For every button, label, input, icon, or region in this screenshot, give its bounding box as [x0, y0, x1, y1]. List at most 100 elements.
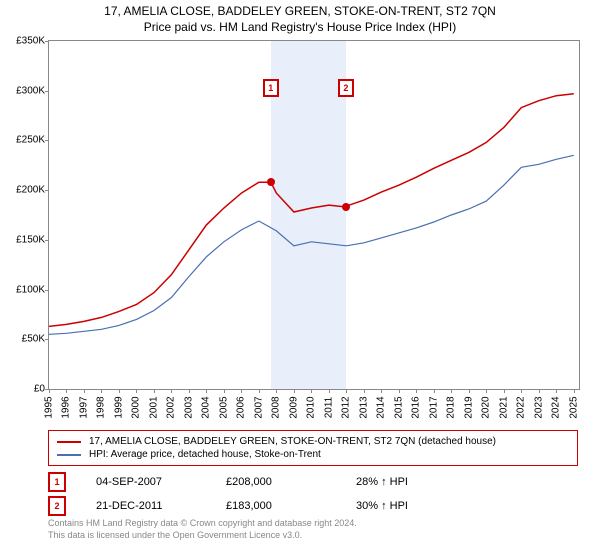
legend-row: HPI: Average price, detached house, Stok… — [57, 448, 569, 461]
x-axis-tick — [241, 389, 242, 393]
x-axis-label: 2008 — [271, 396, 282, 418]
x-axis-tick — [206, 389, 207, 393]
sale-marker-number: 2 — [48, 496, 66, 516]
sales-table: 1 04-SEP-2007£208,00028% ↑ HPI 2 21-DEC-201… — [48, 470, 578, 518]
x-axis-tick — [136, 389, 137, 393]
x-axis-tick — [329, 389, 330, 393]
footer-line-2: This data is licensed under the Open Gov… — [48, 530, 357, 542]
x-axis-tick — [189, 389, 190, 393]
x-axis-label: 1996 — [61, 396, 72, 418]
sale-date: 21-DEC-2011 — [96, 500, 226, 512]
y-axis-label: £0 — [5, 384, 45, 395]
x-axis-label: 1995 — [44, 396, 55, 418]
x-axis-tick — [399, 389, 400, 393]
x-axis-label: 2013 — [358, 396, 369, 418]
x-axis-label: 2007 — [253, 396, 264, 418]
x-axis-label: 2025 — [568, 396, 579, 418]
legend-swatch — [57, 454, 81, 456]
y-axis-label: £300K — [5, 85, 45, 96]
x-axis-label: 2010 — [306, 396, 317, 418]
sale-row: 2 21-DEC-2011£183,00030% ↑ HPI — [48, 494, 578, 518]
x-axis-label: 2022 — [516, 396, 527, 418]
x-axis-label: 2023 — [533, 396, 544, 418]
x-axis-tick — [49, 389, 50, 393]
x-axis-tick — [486, 389, 487, 393]
legend-swatch — [57, 441, 81, 443]
footer-attribution: Contains HM Land Registry data © Crown c… — [48, 518, 357, 541]
x-axis-label: 2016 — [411, 396, 422, 418]
x-axis-label: 2003 — [183, 396, 194, 418]
chart-plot-area: £0£50K£100K£150K£200K£250K£300K£350K1995… — [48, 40, 580, 390]
x-axis-tick — [364, 389, 365, 393]
y-axis-label: £50K — [5, 334, 45, 345]
sale-price: £183,000 — [226, 500, 356, 512]
x-axis-tick — [311, 389, 312, 393]
x-axis-tick — [346, 389, 347, 393]
x-axis-label: 1998 — [96, 396, 107, 418]
sale-date: 04-SEP-2007 — [96, 476, 226, 488]
legend: 17, AMELIA CLOSE, BADDELEY GREEN, STOKE-… — [48, 430, 578, 466]
x-axis-label: 2009 — [288, 396, 299, 418]
x-axis-tick — [451, 389, 452, 393]
x-axis-tick — [434, 389, 435, 393]
x-axis-tick — [574, 389, 575, 393]
x-axis-tick — [224, 389, 225, 393]
x-axis-tick — [101, 389, 102, 393]
marker-label: 1 — [263, 79, 279, 97]
marker-dot — [342, 203, 350, 211]
x-axis-tick — [539, 389, 540, 393]
x-axis-label: 2019 — [463, 396, 474, 418]
x-axis-label: 2002 — [166, 396, 177, 418]
x-axis-tick — [469, 389, 470, 393]
x-axis-tick — [171, 389, 172, 393]
x-axis-label: 2017 — [428, 396, 439, 418]
x-axis-tick — [84, 389, 85, 393]
x-axis-label: 2024 — [551, 396, 562, 418]
x-axis-label: 2001 — [148, 396, 159, 418]
x-axis-label: 2006 — [236, 396, 247, 418]
sale-price: £208,000 — [226, 476, 356, 488]
x-axis-label: 2015 — [393, 396, 404, 418]
x-axis-tick — [556, 389, 557, 393]
x-axis-tick — [504, 389, 505, 393]
sale-delta: 28% ↑ HPI — [356, 476, 486, 488]
x-axis-label: 2011 — [323, 397, 334, 419]
legend-row: 17, AMELIA CLOSE, BADDELEY GREEN, STOKE-… — [57, 435, 569, 448]
x-axis-tick — [276, 389, 277, 393]
x-axis-label: 2005 — [218, 396, 229, 418]
marker-label: 2 — [338, 79, 354, 97]
series-price_paid — [49, 94, 574, 327]
x-axis-label: 2021 — [498, 396, 509, 418]
sale-row: 1 04-SEP-2007£208,00028% ↑ HPI — [48, 470, 578, 494]
title-sub: Price paid vs. HM Land Registry's House … — [0, 20, 600, 34]
y-axis-label: £250K — [5, 135, 45, 146]
y-axis-label: £200K — [5, 185, 45, 196]
x-axis-tick — [154, 389, 155, 393]
x-axis-tick — [119, 389, 120, 393]
x-axis-tick — [521, 389, 522, 393]
x-axis-tick — [416, 389, 417, 393]
x-axis-tick — [381, 389, 382, 393]
x-axis-label: 2012 — [341, 396, 352, 418]
legend-label: 17, AMELIA CLOSE, BADDELEY GREEN, STOKE-… — [89, 436, 496, 447]
x-axis-label: 2000 — [131, 396, 142, 418]
x-axis-label: 2020 — [481, 396, 492, 418]
title-main: 17, AMELIA CLOSE, BADDELEY GREEN, STOKE-… — [0, 4, 600, 18]
x-axis-label: 1999 — [113, 396, 124, 418]
x-axis-tick — [294, 389, 295, 393]
legend-label: HPI: Average price, detached house, Stok… — [89, 449, 321, 460]
chart-lines — [49, 41, 579, 389]
y-axis-label: £100K — [5, 284, 45, 295]
x-axis-label: 2014 — [376, 396, 387, 418]
sale-marker-number: 1 — [48, 472, 66, 492]
x-axis-label: 1997 — [78, 396, 89, 418]
x-axis-label: 2004 — [201, 396, 212, 418]
x-axis-label: 2018 — [446, 396, 457, 418]
y-axis-label: £350K — [5, 36, 45, 47]
sale-delta: 30% ↑ HPI — [356, 500, 486, 512]
y-axis-label: £150K — [5, 234, 45, 245]
footer-line-1: Contains HM Land Registry data © Crown c… — [48, 518, 357, 530]
x-axis-tick — [66, 389, 67, 393]
marker-dot — [267, 178, 275, 186]
x-axis-tick — [259, 389, 260, 393]
